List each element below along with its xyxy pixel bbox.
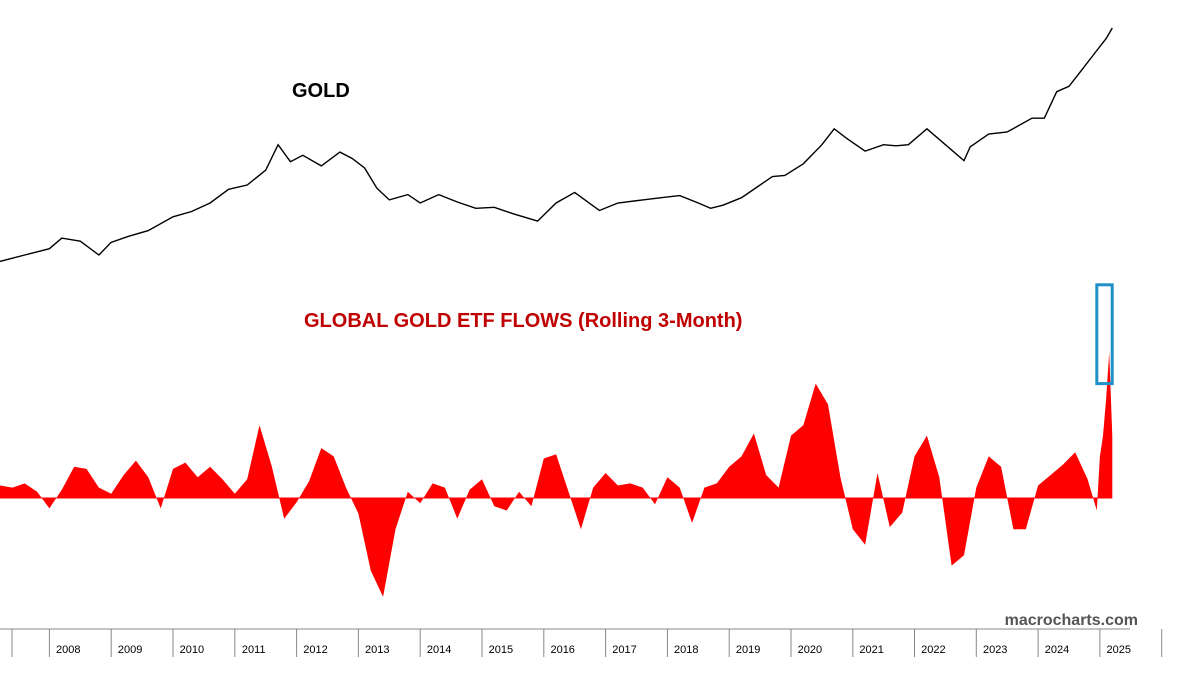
x-tick-label: 2011: [242, 644, 266, 656]
x-tick-label: 2021: [859, 644, 883, 656]
x-tick-label: 2019: [736, 644, 760, 656]
gold-price-line: [0, 27, 1113, 263]
x-tick-label: 2023: [983, 644, 1007, 656]
x-tick-label: 2015: [489, 644, 513, 656]
recent-flows-highlight-box: [1095, 283, 1114, 386]
x-tick-label: 2024: [1045, 644, 1069, 656]
x-tick-label: 2010: [180, 644, 204, 656]
x-tick-label: 2016: [550, 644, 574, 656]
x-tick-label: 2012: [303, 644, 327, 656]
x-tick-label: 2014: [427, 644, 451, 656]
x-tick-label: 2017: [612, 644, 636, 656]
etf-flows-chart-title: GLOBAL GOLD ETF FLOWS (Rolling 3-Month): [304, 310, 742, 332]
x-tick-label: 2009: [118, 644, 142, 656]
watermark: macrocharts.com: [1005, 612, 1138, 629]
x-tick-label: 2008: [56, 644, 80, 656]
x-tick-label: 2013: [365, 644, 389, 656]
x-tick-label: 2025: [1107, 644, 1131, 656]
x-tick-label: 2022: [921, 644, 945, 656]
gold-chart-title: GOLD: [292, 80, 350, 102]
etf-flows-area: [0, 352, 1113, 597]
x-tick-label: 2020: [798, 644, 822, 656]
x-tick-label: 2018: [674, 644, 698, 656]
x-axis: 2008 2009 2010 2011 2012 2013 2014 2015 2016 2017…: [0, 628, 1163, 657]
